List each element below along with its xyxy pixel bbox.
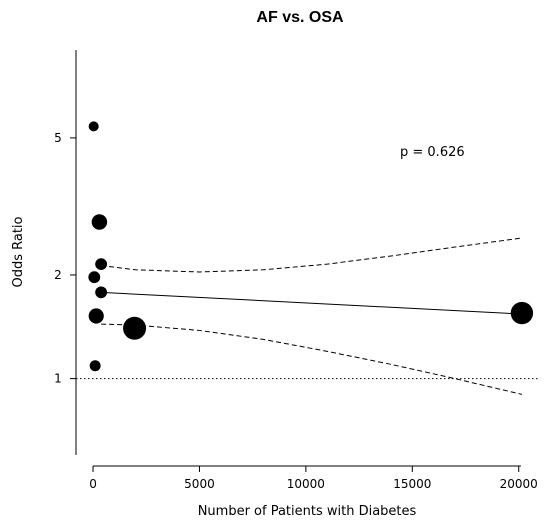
data-point bbox=[123, 316, 147, 340]
ci-lower-line bbox=[101, 323, 523, 395]
ci-upper-line bbox=[101, 237, 522, 273]
y-tick-label: 5 bbox=[54, 131, 62, 145]
data-point bbox=[95, 258, 108, 271]
data-point bbox=[88, 121, 99, 132]
y-tick-label: 2 bbox=[54, 268, 62, 282]
chart-title: AF vs. OSA bbox=[256, 9, 344, 26]
x-tick-label: 15000 bbox=[393, 477, 431, 491]
x-tick-label: 0 bbox=[89, 477, 97, 491]
x-axis-label: Number of Patients with Diabetes bbox=[198, 504, 417, 519]
data-point bbox=[510, 301, 534, 325]
p-value-annotation: p = 0.626 bbox=[400, 145, 465, 160]
data-point bbox=[89, 360, 101, 372]
x-tick-label: 20000 bbox=[500, 477, 538, 491]
data-point bbox=[91, 214, 108, 230]
regression-line bbox=[101, 291, 522, 315]
data-point bbox=[88, 308, 104, 324]
data-point bbox=[88, 271, 101, 284]
y-tick-label: 1 bbox=[54, 372, 62, 386]
x-tick-label: 10000 bbox=[287, 477, 325, 491]
data-point bbox=[95, 286, 108, 299]
x-tick-label: 5000 bbox=[184, 477, 215, 491]
y-axis-label: Odds Ratio bbox=[11, 216, 26, 287]
